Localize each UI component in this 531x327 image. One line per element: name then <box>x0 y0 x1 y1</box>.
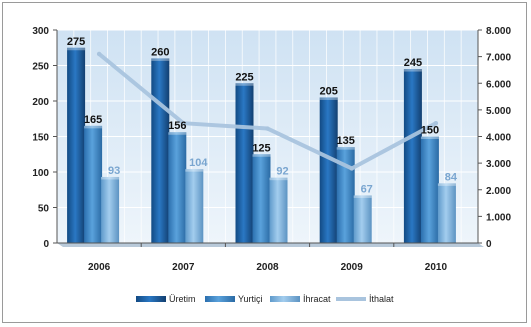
y-right-tick-label: 3.000 <box>486 159 511 170</box>
data-label: 93 <box>108 165 120 177</box>
legend-swatch <box>136 296 166 302</box>
y-right-tick-label: 6.000 <box>486 79 511 90</box>
data-label: 165 <box>84 114 102 126</box>
bar-i̇hracat-2007 <box>185 169 204 243</box>
bar-yurtiçi-2010 <box>420 136 439 243</box>
legend-label: Yurtiçi <box>238 294 263 304</box>
bar-yurtiçi-2006 <box>84 125 103 243</box>
bar-üretim-2007 <box>151 58 170 244</box>
bar-cap <box>101 176 120 180</box>
bar-yurtiçi-2008 <box>252 154 271 243</box>
x-tick-label: 2009 <box>341 262 364 273</box>
x-tick-label: 2010 <box>425 262 448 273</box>
y-left-tick-label: 150 <box>32 133 49 144</box>
bar-yurtiçi-2007 <box>168 132 187 243</box>
bar-cap <box>437 183 456 186</box>
bar-cap <box>151 58 170 61</box>
legend-label: İhracat <box>303 294 331 304</box>
line-point <box>433 120 439 126</box>
y-right-tick-label: 2.000 <box>486 186 511 197</box>
bar-i̇hracat-2008 <box>269 177 288 243</box>
line-series <box>96 51 439 171</box>
data-label: 84 <box>445 171 458 183</box>
bar-cap <box>319 97 338 100</box>
bar-üretim-2006 <box>67 47 86 243</box>
y-left-tick-label: 100 <box>32 168 49 179</box>
data-label: 104 <box>189 157 208 169</box>
bar-cap <box>67 47 86 51</box>
bar-cap <box>235 83 254 86</box>
bar-cap <box>168 132 187 135</box>
y-right-tick-label: 5.000 <box>486 106 511 117</box>
legend-label: İthalat <box>369 294 394 304</box>
bar-i̇hracat-2009 <box>353 195 372 243</box>
y-right-tick-label: 8.000 <box>486 26 511 37</box>
y-left-tick-label: 0 <box>43 239 49 250</box>
bar-üretim-2008 <box>235 83 254 243</box>
bar-cap <box>252 154 271 157</box>
bar-cap <box>420 136 439 139</box>
bar-cap <box>336 147 355 150</box>
data-label: 225 <box>235 71 253 83</box>
legend-item: Üretim <box>136 294 196 304</box>
line-point <box>181 120 186 126</box>
bar-üretim-2009 <box>319 97 338 243</box>
data-label: 150 <box>421 125 439 137</box>
legend-item: İhracat <box>270 294 331 304</box>
data-label: 135 <box>337 135 355 147</box>
x-tick-label: 2006 <box>88 262 111 273</box>
chart-frame: 275 165 93 260 156 104 225 125 92 205 135 67 245 150 8… <box>2 2 527 323</box>
legend-swatch <box>205 296 235 302</box>
bar-üretim-2010 <box>403 69 422 243</box>
line-point <box>349 166 354 171</box>
bar-cap <box>403 69 422 72</box>
bar-yurtiçi-2009 <box>336 147 355 243</box>
bar-i̇hracat-2010 <box>437 183 456 243</box>
chart-svg: 275 165 93 260 156 104 225 125 92 205 135 67 245 150 8… <box>32 26 511 304</box>
legend-label: Üretim <box>169 294 196 304</box>
bar-cap <box>84 125 103 129</box>
data-label: 205 <box>320 85 338 97</box>
bar-cap <box>185 169 204 172</box>
y-right-tick-label: 1.000 <box>486 212 511 223</box>
data-label: 245 <box>404 57 422 69</box>
y-left-tick-label: 300 <box>32 26 49 37</box>
y-left-tick-label: 200 <box>32 97 49 108</box>
data-label: 260 <box>151 46 169 58</box>
data-labels: 275 165 93 260 156 104 225 125 92 205 135 67 245 150 8… <box>67 36 458 196</box>
plot-floor <box>57 243 484 247</box>
bar-cap <box>353 195 372 198</box>
bars <box>67 47 456 244</box>
legend-item: Yurtiçi <box>205 294 263 304</box>
line-point <box>265 126 270 131</box>
y-right-tick-label: 7.000 <box>486 53 511 64</box>
legend: Üretim Yurtiçi İhracat İthalat <box>136 294 394 304</box>
x-tick-label: 2008 <box>256 262 279 273</box>
legend-swatch <box>270 296 300 302</box>
bar-cap <box>269 177 288 181</box>
data-label: 125 <box>252 142 270 154</box>
y-right-tick-label: 4.000 <box>486 133 511 144</box>
y-left-tick-label: 250 <box>32 62 49 73</box>
axes: 0 50 100 150 200 250 300 0 1.000 2.000 3.000 4.000 5… <box>32 26 511 273</box>
data-label: 92 <box>276 166 288 178</box>
bar-i̇hracat-2006 <box>101 176 120 243</box>
y-right-tick-label: 0 <box>486 239 492 250</box>
y-left-tick-label: 50 <box>38 204 50 215</box>
line-point <box>96 51 102 57</box>
data-label: 275 <box>67 36 85 48</box>
data-label: 156 <box>168 120 186 132</box>
data-label: 67 <box>361 183 373 195</box>
legend-item: İthalat <box>336 294 394 304</box>
x-tick-label: 2007 <box>172 262 195 273</box>
